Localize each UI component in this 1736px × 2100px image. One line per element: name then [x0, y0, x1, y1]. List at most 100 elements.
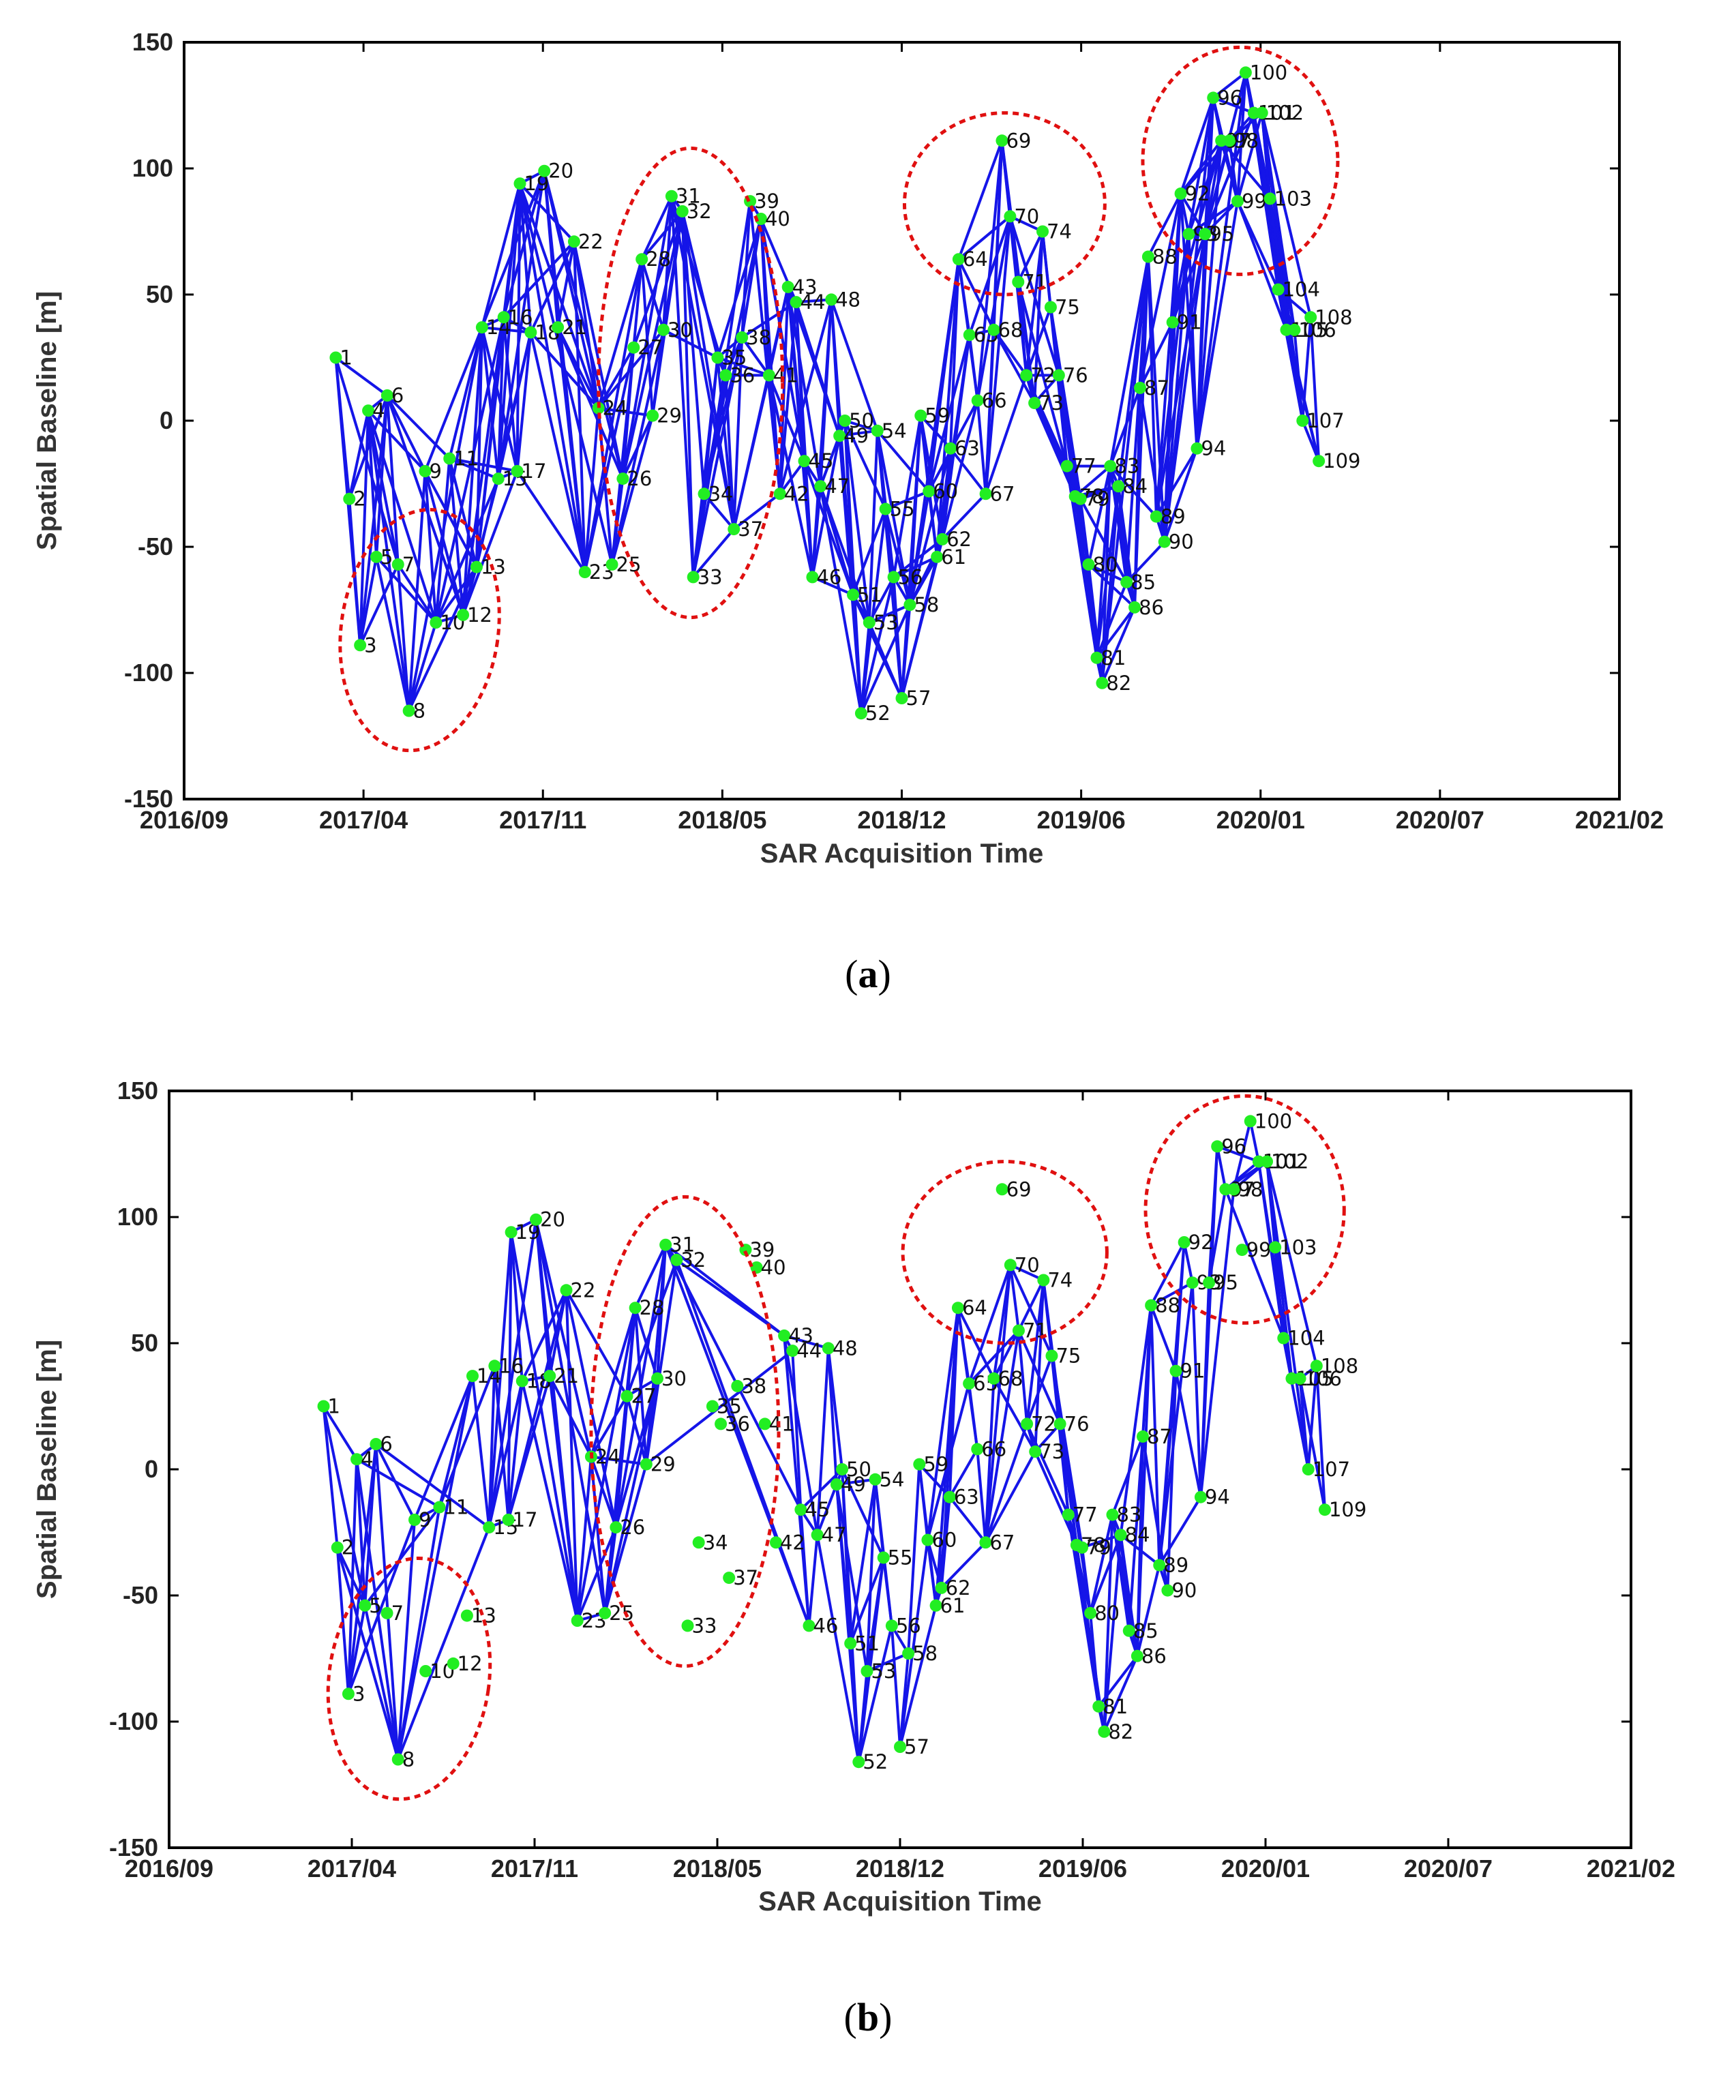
network-edge — [936, 258, 960, 558]
network-edge — [926, 1538, 938, 1607]
network-edge — [675, 1258, 811, 1627]
network-edge — [396, 1526, 491, 1761]
x-tick-label: 2021/02 — [1587, 1855, 1675, 1882]
y-tick-label: 150 — [132, 28, 173, 56]
acquisition-node-label: 58 — [912, 1642, 938, 1665]
network-edge — [438, 1375, 474, 1509]
acquisition-node — [935, 1581, 948, 1594]
network-edge — [374, 1443, 491, 1529]
acquisition-node — [923, 485, 936, 498]
acquisition-node-label: 42 — [784, 482, 809, 505]
acquisition-node-label: 63 — [955, 437, 980, 460]
acquisition-node — [657, 323, 670, 336]
network-edge — [807, 1533, 819, 1627]
network-edge — [322, 1405, 339, 1549]
acquisition-node-label: 28 — [640, 1296, 665, 1319]
acquisition-node — [692, 1536, 705, 1549]
network-edge — [496, 182, 522, 481]
network-edge — [374, 555, 438, 624]
acquisition-node — [798, 455, 811, 468]
network-edge — [367, 409, 400, 566]
acquisition-node — [979, 1536, 992, 1549]
figure-panel-b: 150 100 50 0 -50 -100 -150 2016/09 2017/04 2017/1… — [0, 1050, 1736, 2100]
acquisition-node — [963, 329, 976, 342]
network-edge — [1301, 316, 1313, 422]
acquisition-node-label: 7 — [402, 553, 415, 576]
network-edge — [859, 507, 887, 715]
network-edge — [791, 1349, 803, 1512]
acquisition-node-label: 88 — [1152, 245, 1178, 269]
network-edge — [976, 399, 987, 496]
acquisition-node — [781, 280, 794, 293]
acquisition-node-label: 88 — [1155, 1294, 1180, 1317]
acquisition-node — [839, 415, 852, 427]
acquisition-node-label: 74 — [1047, 220, 1072, 243]
network-edge — [1087, 464, 1112, 566]
acquisition-node — [342, 1687, 355, 1700]
acquisition-node-label: 2 — [342, 1536, 354, 1559]
acquisition-node-label: 64 — [963, 247, 988, 271]
network-edge — [876, 429, 912, 607]
acquisition-node — [871, 424, 884, 437]
acquisition-node-label: 54 — [880, 1468, 905, 1491]
acquisition-node-label: 70 — [1015, 1253, 1040, 1276]
acquisition-node — [830, 1478, 843, 1491]
network-edge — [1212, 96, 1255, 115]
network-edge — [355, 1458, 367, 1607]
network-edge — [680, 209, 736, 531]
acquisition-node — [1114, 1529, 1127, 1542]
network-edge — [518, 182, 533, 334]
network-edge — [462, 316, 505, 616]
network-edge — [941, 399, 979, 541]
network-edge — [434, 457, 451, 624]
acquisition-node-label: 62 — [946, 528, 972, 551]
acquisition-node — [1028, 397, 1041, 410]
network-edge — [1089, 1611, 1101, 1708]
highlight-ellipse — [597, 146, 785, 620]
acquisition-node — [847, 588, 860, 601]
acquisition-node — [599, 1606, 612, 1619]
network-edge — [640, 258, 655, 417]
acquisition-node-label: 71 — [1022, 271, 1047, 294]
acquisition-node — [1199, 228, 1212, 241]
acquisition-node-label: 33 — [692, 1614, 717, 1637]
acquisition-node-label: 77 — [1073, 1503, 1098, 1527]
network-edge — [892, 575, 903, 700]
network-edge — [1199, 1188, 1236, 1499]
acquisition-node-label: 79 — [1085, 487, 1110, 511]
network-edge — [680, 209, 719, 359]
acquisition-node-label: 75 — [1055, 296, 1080, 319]
acquisition-node-label: 109 — [1323, 449, 1360, 472]
network-edge — [1298, 1377, 1310, 1471]
network-edge — [992, 139, 1004, 331]
network-edge — [625, 1258, 678, 1398]
acquisition-node — [854, 707, 867, 720]
acquisition-node-label: 24 — [595, 1445, 620, 1469]
network-edge — [948, 1306, 959, 1499]
network-edge — [876, 429, 931, 493]
acquisition-node-label: 94 — [1201, 437, 1226, 460]
acquisition-node — [860, 1665, 873, 1677]
acquisition-node — [578, 566, 591, 578]
figure-panel-a: 150 100 50 0 -50 -100 -150 2016/09 2017/04 2017/1… — [32, 28, 1664, 996]
network-edge — [374, 555, 410, 712]
acquisition-node — [552, 321, 565, 334]
acquisition-node-label: 39 — [754, 190, 779, 213]
network-edge — [515, 470, 586, 573]
network-edge — [900, 537, 944, 700]
network-edge — [984, 374, 1028, 496]
acquisition-node-label: 100 — [1255, 1109, 1292, 1132]
acquisition-node — [447, 1657, 460, 1670]
acquisition-node-label: 35 — [721, 346, 747, 370]
acquisition-node — [773, 487, 786, 500]
y-tick-label: -100 — [124, 659, 173, 687]
network-edge — [1224, 1188, 1285, 1340]
acquisition-node-label: 106 — [1304, 1367, 1342, 1390]
network-edge — [543, 169, 625, 481]
acquisition-node — [391, 558, 404, 571]
acquisition-node — [1203, 1276, 1216, 1289]
acquisition-node-label: 53 — [871, 1660, 896, 1683]
acquisition-node — [885, 1619, 898, 1632]
y-tick-label: -150 — [124, 785, 173, 813]
